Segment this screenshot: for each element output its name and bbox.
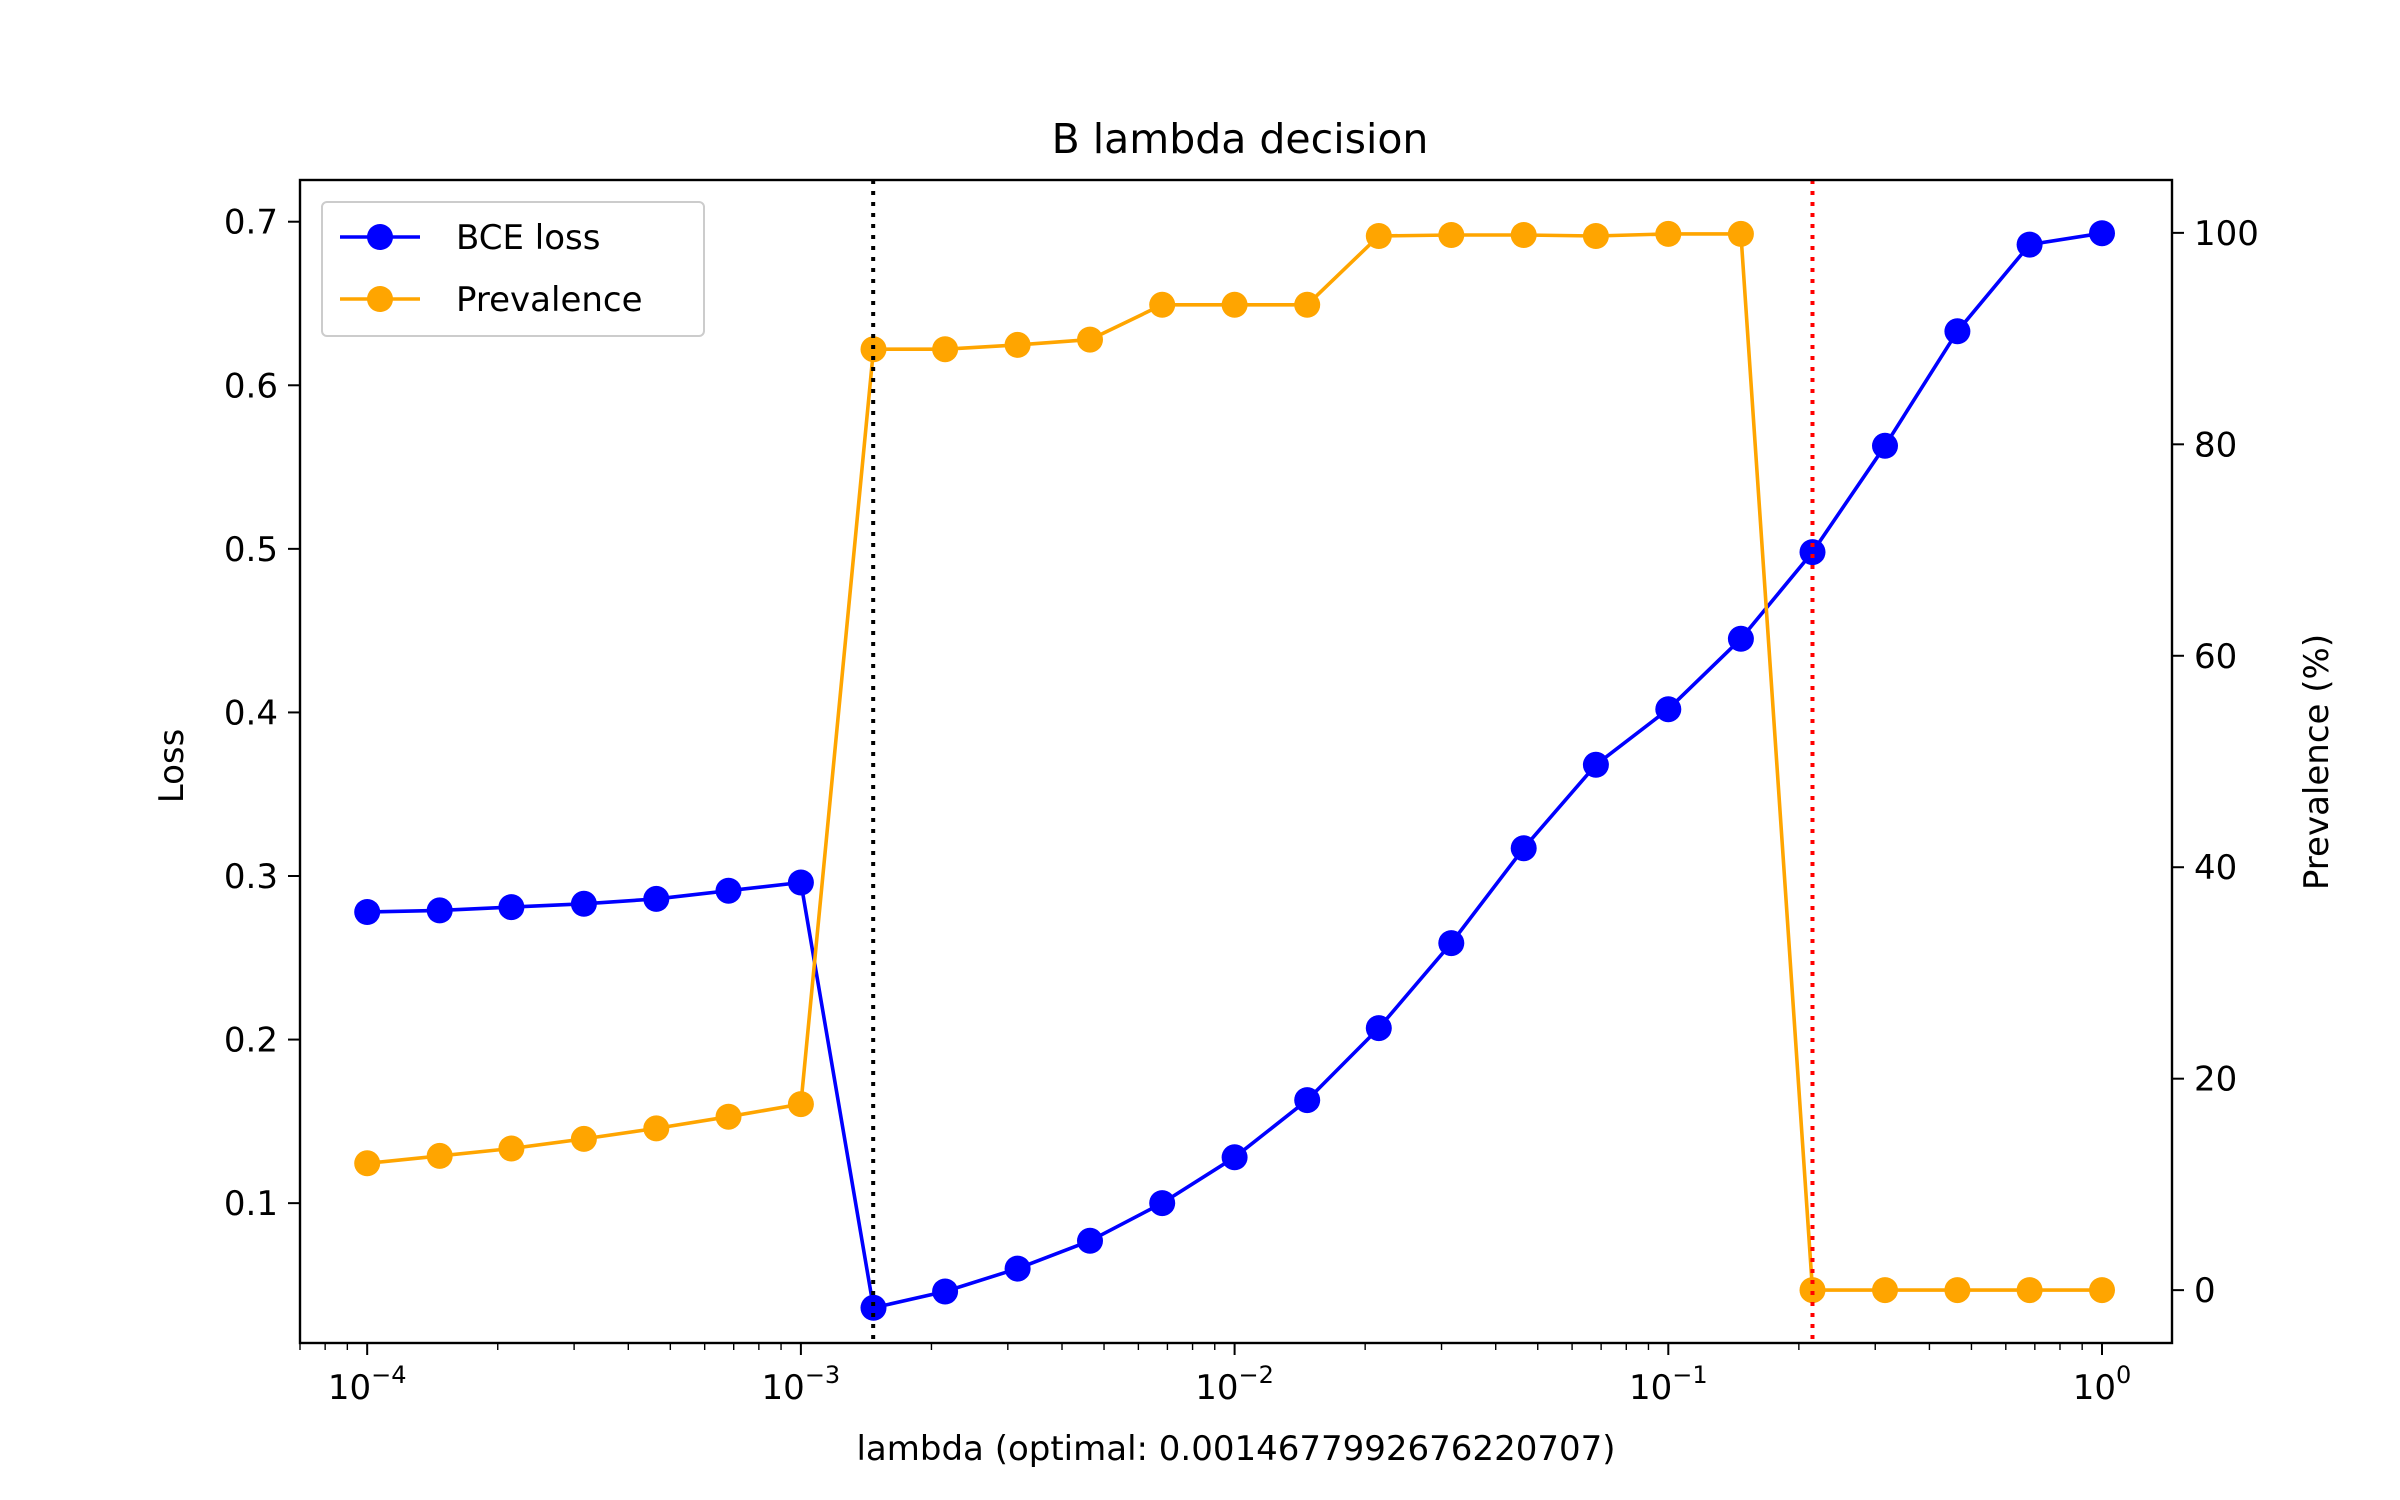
- legend: BCE loss Prevalence: [321, 201, 705, 337]
- x-tick-exponent: −1: [1672, 1361, 1707, 1389]
- left-tick-label: 0.2: [224, 1021, 278, 1061]
- right-y-axis: 0 20 40 60 80 100: [2172, 214, 2259, 1311]
- data-point-prevalence: [1655, 220, 1682, 247]
- legend-marker-bce-loss: [367, 224, 393, 250]
- x-tick-label: 10−1: [1629, 1361, 1708, 1408]
- left-tick-label: 0.7: [224, 203, 278, 243]
- data-point-bce-loss: [787, 869, 814, 896]
- legend-label-prevalence: Prevalence: [456, 280, 643, 320]
- series-layer: [354, 220, 2115, 1321]
- data-point-prevalence: [1221, 291, 1248, 318]
- data-point-bce-loss: [1510, 835, 1537, 862]
- reference-lines: [871, 180, 1815, 1343]
- right-tick-label: 80: [2194, 425, 2237, 465]
- data-point-prevalence: [787, 1091, 814, 1118]
- data-point-bce-loss: [1149, 1190, 1176, 1217]
- right-tick-label: 100: [2194, 214, 2259, 254]
- data-point-bce-loss: [426, 897, 453, 924]
- data-point-bce-loss: [2089, 220, 2115, 247]
- data-point-prevalence: [1077, 326, 1103, 353]
- data-point-prevalence: [354, 1150, 381, 1177]
- x-axis: 10−4 10−3 10−2 10−1 100: [299, 1343, 2132, 1408]
- left-tick-label: 0.1: [224, 1184, 278, 1224]
- data-point-prevalence: [2016, 1277, 2043, 1304]
- data-point-prevalence: [932, 336, 959, 363]
- right-tick-label: 60: [2194, 637, 2237, 677]
- chart-title: B lambda decision: [1052, 115, 1429, 163]
- x-tick-exponent: −2: [1239, 1361, 1274, 1389]
- data-point-prevalence: [1872, 1277, 1898, 1304]
- data-point-bce-loss: [498, 894, 525, 921]
- series-prevalence: [354, 220, 2115, 1304]
- data-point-bce-loss: [2016, 231, 2043, 258]
- data-point-prevalence: [643, 1115, 670, 1142]
- data-point-bce-loss: [1221, 1144, 1248, 1171]
- left-y-axis: 0.1 0.2 0.3 0.4 0.5 0.6 0.7: [224, 203, 300, 1224]
- data-point-prevalence: [426, 1142, 453, 1169]
- x-tick-exponent: 0: [2116, 1361, 2131, 1389]
- right-tick-label: 40: [2194, 848, 2237, 888]
- data-point-bce-loss: [570, 890, 597, 917]
- legend-label-bce-loss: BCE loss: [456, 218, 600, 258]
- x-tick-label: 10−4: [328, 1361, 407, 1408]
- series-bce-loss: [354, 220, 2115, 1321]
- x-axis-title: lambda (optimal: 0.0014677992676220707): [856, 1429, 1615, 1469]
- data-point-bce-loss: [354, 899, 381, 925]
- data-point-prevalence: [1582, 223, 1609, 249]
- data-point-bce-loss: [1582, 751, 1609, 778]
- data-point-prevalence: [1799, 1277, 1826, 1304]
- x-tick-base: 10: [328, 1368, 371, 1408]
- data-point-bce-loss: [1727, 625, 1754, 652]
- x-tick-label: 10−3: [762, 1361, 841, 1408]
- data-point-bce-loss: [1799, 539, 1826, 566]
- x-tick-base: 10: [1629, 1368, 1672, 1408]
- data-point-bce-loss: [1294, 1087, 1321, 1114]
- data-point-prevalence: [1727, 220, 1754, 247]
- data-point-bce-loss: [860, 1294, 887, 1321]
- data-point-bce-loss: [643, 885, 670, 912]
- plot-frame: [298, 178, 2174, 1345]
- x-tick-exponent: −4: [371, 1361, 406, 1389]
- data-point-prevalence: [2089, 1277, 2115, 1304]
- data-point-bce-loss: [1944, 318, 1971, 345]
- x-tick-label: 10−2: [1195, 1361, 1274, 1408]
- data-point-prevalence: [1004, 331, 1031, 358]
- data-point-prevalence: [1438, 222, 1465, 248]
- data-point-prevalence: [498, 1135, 525, 1162]
- data-point-prevalence: [1510, 222, 1537, 248]
- data-point-prevalence: [860, 336, 887, 363]
- left-tick-label: 0.5: [224, 530, 278, 570]
- data-point-bce-loss: [1872, 432, 1898, 459]
- data-point-bce-loss: [1365, 1015, 1392, 1042]
- x-tick-base: 10: [762, 1368, 805, 1408]
- data-point-bce-loss: [1077, 1227, 1103, 1254]
- right-tick-label: 20: [2194, 1060, 2237, 1100]
- legend-marker-prevalence: [367, 286, 393, 312]
- data-point-bce-loss: [1655, 696, 1682, 723]
- data-point-bce-loss: [715, 877, 742, 904]
- data-point-prevalence: [715, 1103, 742, 1130]
- data-point-prevalence: [1294, 291, 1321, 318]
- data-point-prevalence: [1365, 223, 1392, 249]
- right-y-axis-title: Prevalence (%): [2297, 634, 2337, 890]
- data-point-bce-loss: [1438, 930, 1465, 957]
- x-tick-base: 10: [2073, 1368, 2116, 1408]
- data-point-prevalence: [570, 1125, 597, 1152]
- left-tick-label: 0.3: [224, 857, 278, 897]
- data-point-prevalence: [1944, 1277, 1971, 1304]
- left-tick-label: 0.6: [224, 366, 278, 406]
- left-y-axis-title: Loss: [152, 729, 192, 804]
- data-point-prevalence: [1149, 291, 1176, 318]
- data-point-bce-loss: [1004, 1255, 1031, 1282]
- left-tick-label: 0.4: [224, 693, 278, 733]
- x-tick-exponent: −3: [805, 1361, 840, 1389]
- x-tick-base: 10: [1195, 1368, 1238, 1408]
- x-tick-label: 100: [2073, 1361, 2132, 1408]
- data-point-bce-loss: [932, 1278, 959, 1305]
- right-tick-label: 0: [2194, 1271, 2216, 1311]
